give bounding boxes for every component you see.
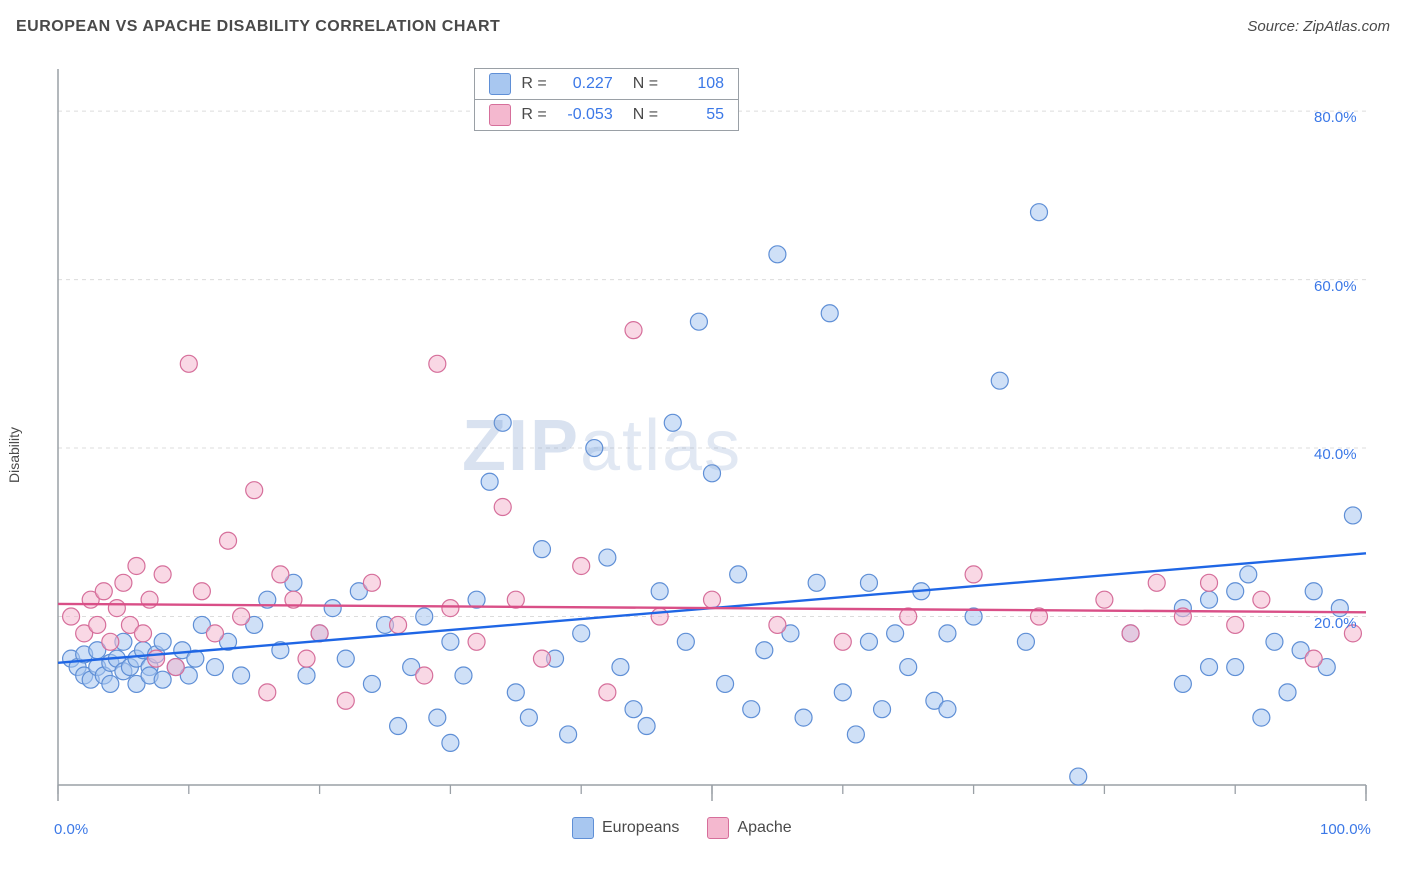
stat-r-value: 0.227 [557, 75, 613, 93]
y-axis-tick-label: 40.0% [1314, 446, 1357, 463]
series-swatch [489, 104, 511, 126]
stats-row: R = 0.227 N = 108 [475, 69, 738, 100]
scatter-plot: ZIPatlas R =0.227N =108R =-0.053N =55 [52, 65, 1372, 815]
stat-r-value: -0.053 [557, 106, 613, 124]
stat-n-label: N = [633, 106, 658, 124]
legend-label: Europeans [602, 819, 679, 837]
stat-n-label: N = [633, 75, 658, 93]
chart-container: Disability ZIPatlas R =0.227N =108R =-0.… [18, 55, 1388, 855]
source-attribution: Source: ZipAtlas.com [1247, 18, 1390, 35]
legend-item: Apache [707, 817, 791, 839]
y-axis-label: Disability [6, 427, 22, 483]
x-axis-max-label: 100.0% [1320, 821, 1371, 838]
chart-header: EUROPEAN VS APACHE DISABILITY CORRELATIO… [16, 18, 1390, 36]
plot-svg [52, 65, 1372, 815]
stat-r-label: R = [521, 106, 546, 124]
stat-r-label: R = [521, 75, 546, 93]
x-axis-min-label: 0.0% [54, 821, 88, 838]
series-swatch [489, 73, 511, 95]
y-axis-tick-label: 80.0% [1314, 109, 1357, 126]
stat-n-value: 108 [668, 75, 724, 93]
source-prefix: Source: [1247, 18, 1303, 35]
y-axis-tick-label: 20.0% [1314, 615, 1357, 632]
legend-item: Europeans [572, 817, 679, 839]
stats-row: R = -0.053 N = 55 [475, 100, 738, 130]
stat-n-value: 55 [668, 106, 724, 124]
series-legend: Europeans Apache [572, 817, 792, 839]
legend-label: Apache [737, 819, 791, 837]
source-name: ZipAtlas.com [1303, 18, 1390, 35]
legend-swatch [707, 817, 729, 839]
page-title: EUROPEAN VS APACHE DISABILITY CORRELATIO… [16, 18, 500, 36]
legend-swatch [572, 817, 594, 839]
y-axis-tick-label: 60.0% [1314, 278, 1357, 295]
correlation-stats-box: R = 0.227 N = 108 R = -0.053 N = 55 [474, 68, 739, 131]
